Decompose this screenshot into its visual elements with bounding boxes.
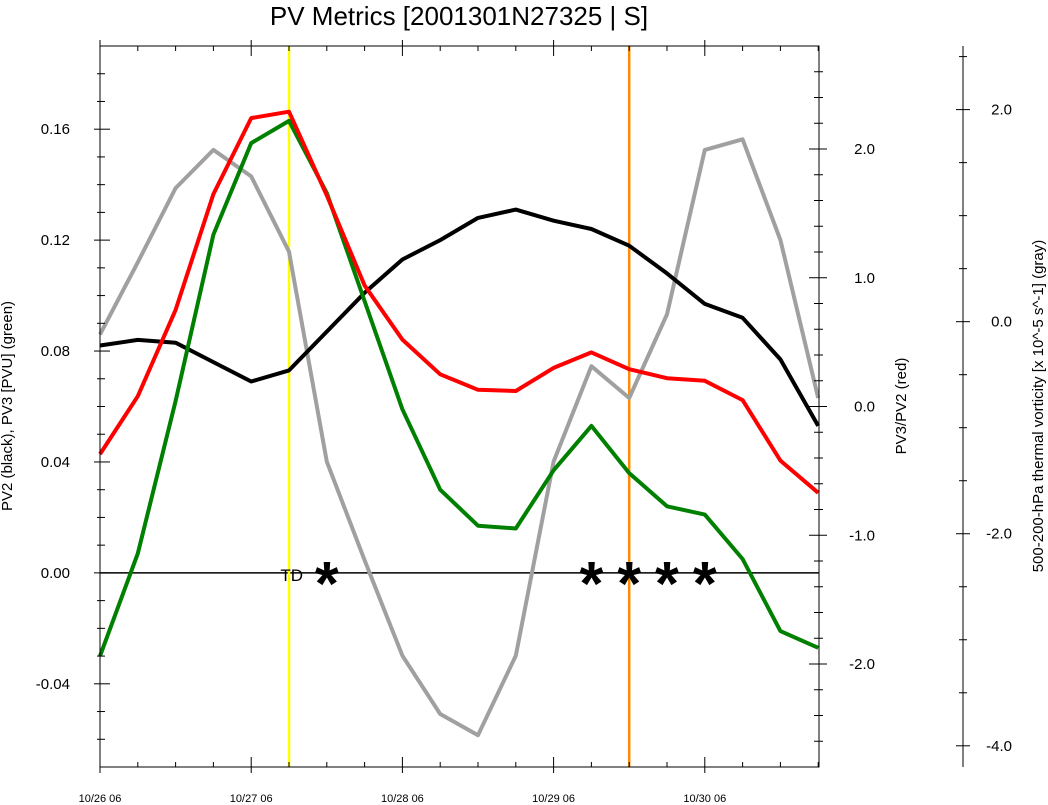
left-axis-tick-label: 0.00 xyxy=(41,565,70,582)
outer-axis-tick-label: 2.0 xyxy=(991,102,1012,119)
left-axis-label: PV2 (black), PV3 [PVU] (green) xyxy=(0,301,16,511)
series-line-left-008000 xyxy=(98,118,820,657)
outer-axis-tick-label: -4.0 xyxy=(986,738,1012,755)
storm-marker-3: * xyxy=(617,550,642,619)
series-line-outer-a0a0a0 xyxy=(98,137,821,738)
left-axis-tick-label: 0.12 xyxy=(41,232,70,249)
series-line-right-ff0000 xyxy=(98,109,820,495)
axes: 10/26 06 10/27 06 10/28 06 10/29 06 10/30 06… xyxy=(36,40,1012,805)
right-axis-tick-label: 0.0 xyxy=(854,399,875,416)
series-line-left-000000 xyxy=(99,207,820,427)
right-axis-tick-label: -2.0 xyxy=(849,656,875,673)
annotation-label: TD xyxy=(280,566,303,585)
x-tick-label: 10/30 06 xyxy=(683,793,726,805)
outer-axis-tick-label: -2.0 xyxy=(986,526,1012,543)
storm-marker-5: * xyxy=(693,550,718,619)
right-axis-tick-label: -1.0 xyxy=(849,527,875,544)
storm-marker-4: * xyxy=(655,550,680,619)
x-tick-label: 10/27 06 xyxy=(230,793,273,805)
x-tick-label: 10/29 06 xyxy=(532,793,575,805)
right-axis-tick-label: 2.0 xyxy=(854,141,875,158)
outer-axis-tick-label: 0.0 xyxy=(991,314,1012,331)
storm-marker-1: * xyxy=(315,550,340,619)
left-axis-tick-label: 0.04 xyxy=(41,454,70,471)
storm-marker-2: * xyxy=(579,550,604,619)
right-axis-tick-label: 1.0 xyxy=(854,270,875,287)
outer-axis-label: 500-200-hPa thermal vorticity [x 10^-5 s… xyxy=(1030,240,1047,573)
x-tick-label: 10/28 06 xyxy=(381,793,424,805)
left-axis-tick-label: 0.16 xyxy=(41,121,70,138)
x-tick-label: 10/26 06 xyxy=(79,793,122,805)
left-axis-tick-label: 0.08 xyxy=(41,343,70,360)
left-axis-tick-label: -0.04 xyxy=(36,676,70,693)
plot-area: TD * * * * * xyxy=(98,46,821,767)
chart-title: PV Metrics [2001301N27325 | S] xyxy=(270,1,648,31)
right-axis-label: PV3/PV2 (red) xyxy=(893,358,910,455)
